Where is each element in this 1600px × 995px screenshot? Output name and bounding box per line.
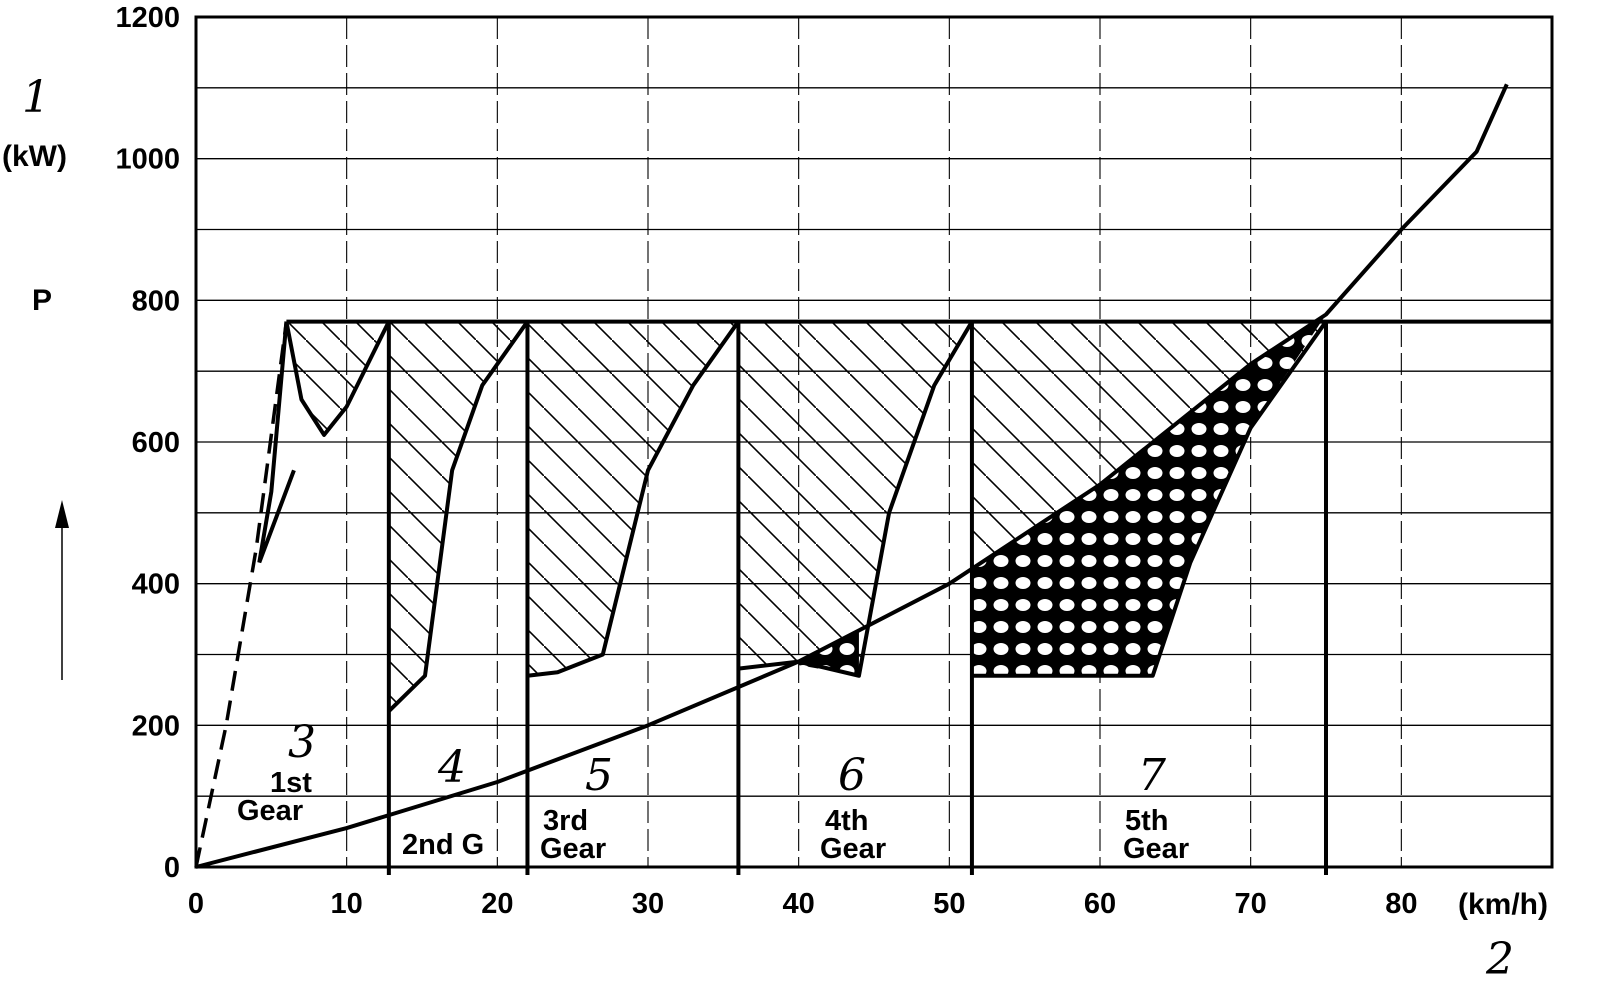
y-tick-label: 800 [132, 285, 180, 317]
gear-curve-3 [527, 320, 741, 678]
x-tick-label: 50 [933, 888, 965, 920]
gear-1-label-line2: Gear [237, 795, 303, 827]
gear-curve-1-branch [257, 321, 296, 564]
x-tick-label: 20 [481, 888, 513, 920]
plot-frame [194, 15, 1554, 869]
traction-hatch-areas [286, 314, 1326, 712]
x-tick-label: 10 [331, 888, 363, 920]
y-tick-label: 200 [132, 710, 180, 742]
annotation-6: 6 [838, 750, 866, 801]
y-tick-label: 600 [132, 427, 180, 459]
dashed-startup-curve [194, 321, 289, 868]
x-tick-label: 80 [1385, 888, 1417, 920]
gear-5-label-line2: Gear [1123, 833, 1189, 865]
hatch-area-gear-1 [286, 321, 389, 435]
curves [194, 83, 1552, 875]
gear-curve-5 [971, 320, 1328, 678]
up-arrow-icon [55, 500, 69, 680]
crosshatch-area-5th-gear [971, 314, 1326, 676]
hatch-area-gear-3 [527, 321, 739, 676]
x-tick-label: 30 [632, 888, 664, 920]
gear-4-label-line2: Gear [820, 833, 886, 865]
annotation-2: 2 [1485, 934, 1514, 985]
annotation-3: 3 [288, 717, 316, 768]
y-axis-unit: (kW) [2, 140, 67, 173]
gear-curve-4 [738, 320, 974, 678]
gear-curve-2 [387, 320, 530, 713]
x-axis-ticks: 0 10 20 30 40 50 60 70 80 [188, 888, 1418, 920]
x-axis-unit: (km/h) [1458, 888, 1548, 921]
annotation-1: 1 [22, 72, 50, 123]
plot-border [194, 15, 1554, 869]
y-tick-label: 0 [164, 852, 180, 884]
y-axis-ticks: 0 200 400 600 800 1000 1200 [115, 2, 180, 884]
x-tick-label: 40 [783, 888, 815, 920]
x-tick-label: 0 [188, 888, 204, 920]
gear-2-label-line1: 2nd G [402, 829, 484, 861]
y-tick-label: 1200 [115, 2, 180, 34]
annotation-5: 5 [585, 750, 613, 801]
y-axis-symbol: P [32, 284, 52, 317]
x-tick-label: 60 [1084, 888, 1116, 920]
hatch-area-gear-4 [738, 321, 972, 676]
hatch-area-gear-2 [388, 321, 528, 712]
x-tick-label: 70 [1235, 888, 1267, 920]
annotation-4: 4 [437, 742, 466, 793]
gear-3-label-line2: Gear [540, 833, 606, 865]
y-tick-label: 400 [132, 569, 180, 601]
annotation-7: 7 [1138, 750, 1166, 801]
gear-4-label-line1: 4th [825, 805, 869, 837]
y-tick-label: 1000 [115, 144, 180, 176]
gear-curve-1 [284, 320, 391, 437]
gear-1-label-line1: 1st [270, 767, 312, 799]
gear-3-label-line1: 3rd [543, 805, 588, 837]
gear-5-label-line1: 5th [1125, 805, 1169, 837]
resistance-curve [195, 83, 1509, 869]
